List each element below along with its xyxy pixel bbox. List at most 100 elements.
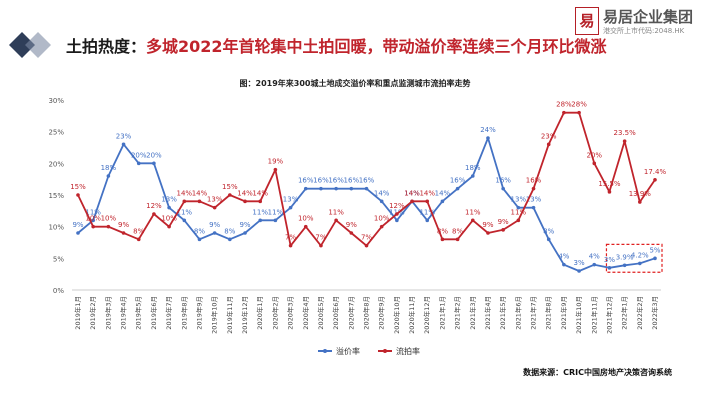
data-label: 9% [482, 221, 493, 229]
data-label: 3% [604, 256, 615, 264]
data-label: 9% [72, 221, 83, 229]
data-label: 9% [346, 221, 357, 229]
data-point [364, 186, 369, 191]
data-point [334, 218, 338, 223]
x-tick-label: 2019年11月 [225, 296, 234, 334]
data-point [607, 190, 612, 194]
data-label: 15.5% [598, 180, 621, 188]
page-title: 土拍热度：多城2022年首轮集中土拍回暖，带动溢价率连续三个月环比微涨 [66, 33, 607, 57]
y-tick-label: 10% [48, 224, 64, 232]
x-tick-label: 2020年4月 [301, 296, 310, 330]
logo-mark: 易 [575, 7, 599, 35]
data-point [167, 205, 171, 210]
x-tick-label: 2019年3月 [103, 296, 112, 330]
x-tick-label: 2021年3月 [468, 296, 477, 330]
data-point [243, 199, 247, 204]
data-label: 16% [359, 177, 375, 185]
data-label: 9% [209, 221, 220, 229]
data-label: 11% [419, 208, 435, 216]
data-point [121, 231, 126, 235]
data-label: 7% [361, 234, 372, 242]
x-tick-label: 2021年7月 [529, 296, 538, 330]
data-point [258, 218, 263, 223]
data-point [516, 205, 521, 210]
x-tick-label: 2022年3月 [650, 296, 659, 330]
data-point [212, 231, 217, 235]
data-label: 8% [194, 227, 205, 235]
page-title-lead: 土拍热度： [66, 37, 147, 56]
y-tick-label: 0% [53, 287, 64, 295]
data-label: 23% [541, 132, 557, 140]
data-label: 13% [161, 196, 177, 204]
data-point [622, 139, 627, 143]
x-tick-label: 2020年8月 [362, 296, 371, 330]
data-point [334, 186, 338, 191]
data-label: 14% [435, 189, 451, 197]
y-tick-label: 30% [48, 97, 64, 105]
x-tick-label: 2020年12月 [422, 296, 431, 334]
x-tick-label: 2020年11月 [407, 296, 416, 334]
x-tick-label: 2020年6月 [331, 296, 340, 330]
x-tick-label: 2019年6月 [149, 296, 158, 330]
data-point [212, 205, 217, 210]
data-label: 28% [556, 101, 572, 109]
data-point [638, 261, 642, 266]
data-label: 12% [146, 202, 162, 210]
data-point [395, 212, 399, 216]
data-point [273, 167, 278, 172]
data-point [410, 199, 414, 204]
data-label: 14% [192, 189, 208, 197]
logo-name: 易居企业集团 [603, 8, 694, 26]
data-point [592, 161, 597, 166]
data-point [577, 269, 581, 273]
data-label: 19% [268, 158, 284, 166]
data-point [653, 178, 657, 182]
y-tick-label: 15% [48, 192, 64, 200]
data-point [546, 237, 551, 242]
data-point [303, 224, 308, 229]
data-label: 9% [239, 221, 250, 229]
data-point [228, 237, 232, 242]
data-label: 10% [101, 215, 117, 223]
x-tick-label: 2021年9月 [559, 296, 568, 330]
y-tick-label: 25% [48, 129, 64, 137]
data-label: 15% [70, 183, 86, 191]
x-tick-label: 2020年2月 [270, 296, 279, 330]
x-tick-label: 2020年3月 [286, 296, 295, 330]
data-point [182, 199, 187, 204]
data-point [470, 174, 475, 178]
x-tick-label: 2019年9月 [194, 296, 203, 330]
data-label: 16% [526, 177, 542, 185]
data-label: 16% [328, 177, 344, 185]
data-label: 28% [571, 101, 587, 109]
chart-title: 图：2019年来300城土地成交溢价率和重点监测城市流拍率走势 [239, 79, 471, 88]
data-point [243, 231, 247, 235]
data-label: 13% [511, 196, 527, 204]
data-point [577, 110, 581, 115]
legend-label: 溢价率 [336, 346, 360, 356]
data-label: 3% [574, 259, 585, 267]
data-label: 15% [222, 183, 238, 191]
x-tick-label: 2020年9月 [377, 296, 386, 330]
data-label: 14% [177, 189, 193, 197]
data-point [531, 186, 536, 191]
data-label: 14% [252, 189, 268, 197]
x-tick-label: 2019年2月 [88, 296, 97, 330]
data-point [395, 218, 399, 223]
data-label: 16% [298, 177, 314, 185]
data-label: 14% [419, 189, 435, 197]
data-point [425, 218, 430, 223]
data-point [182, 218, 187, 223]
data-point [349, 231, 354, 235]
data-point [379, 199, 384, 204]
data-label: 16% [344, 177, 360, 185]
data-label: 4% [589, 253, 600, 261]
data-label: 9% [118, 221, 129, 229]
data-label: 14% [237, 189, 253, 197]
x-tick-label: 2019年1月 [73, 296, 82, 330]
data-label: 20% [146, 151, 162, 159]
data-point [288, 205, 293, 210]
x-tick-label: 2020年1月 [255, 296, 264, 330]
x-tick-label: 2021年12月 [604, 296, 613, 334]
x-tick-label: 2020年10月 [392, 296, 401, 334]
